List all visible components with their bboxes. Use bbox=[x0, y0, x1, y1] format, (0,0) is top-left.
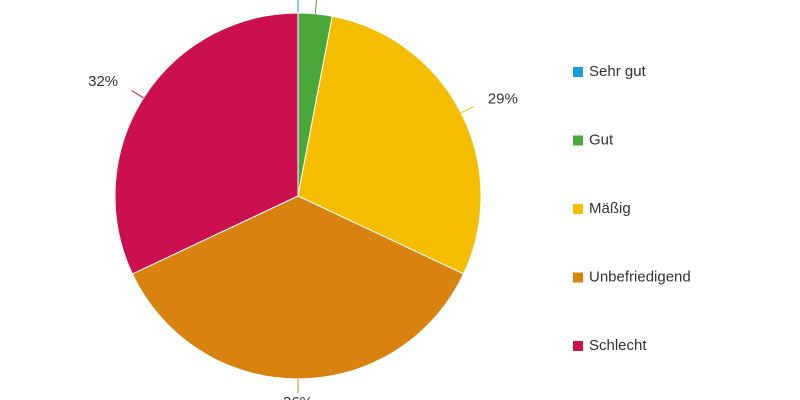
legend-swatch bbox=[573, 135, 583, 146]
data-label: 32% bbox=[88, 73, 118, 90]
leader-line bbox=[131, 90, 144, 99]
pie-slice bbox=[297, 15, 482, 275]
data-label: 36% bbox=[283, 394, 313, 400]
legend-label: Unbefriedigend bbox=[589, 268, 691, 285]
leader-line bbox=[314, 0, 318, 14]
pie-slice bbox=[114, 12, 299, 275]
legend-label: Mäßig bbox=[589, 200, 631, 217]
legend-swatch bbox=[573, 341, 583, 351]
data-label: 29% bbox=[488, 90, 518, 107]
legend-label: Gut bbox=[589, 131, 614, 148]
legend-swatch bbox=[573, 272, 583, 283]
pie-slice bbox=[131, 195, 465, 380]
legend-swatch bbox=[573, 204, 583, 214]
legend-label: Schlecht bbox=[589, 337, 647, 354]
leader-line bbox=[460, 106, 474, 114]
legend-label: Sehr gut bbox=[589, 63, 647, 80]
legend-swatch bbox=[573, 67, 583, 77]
